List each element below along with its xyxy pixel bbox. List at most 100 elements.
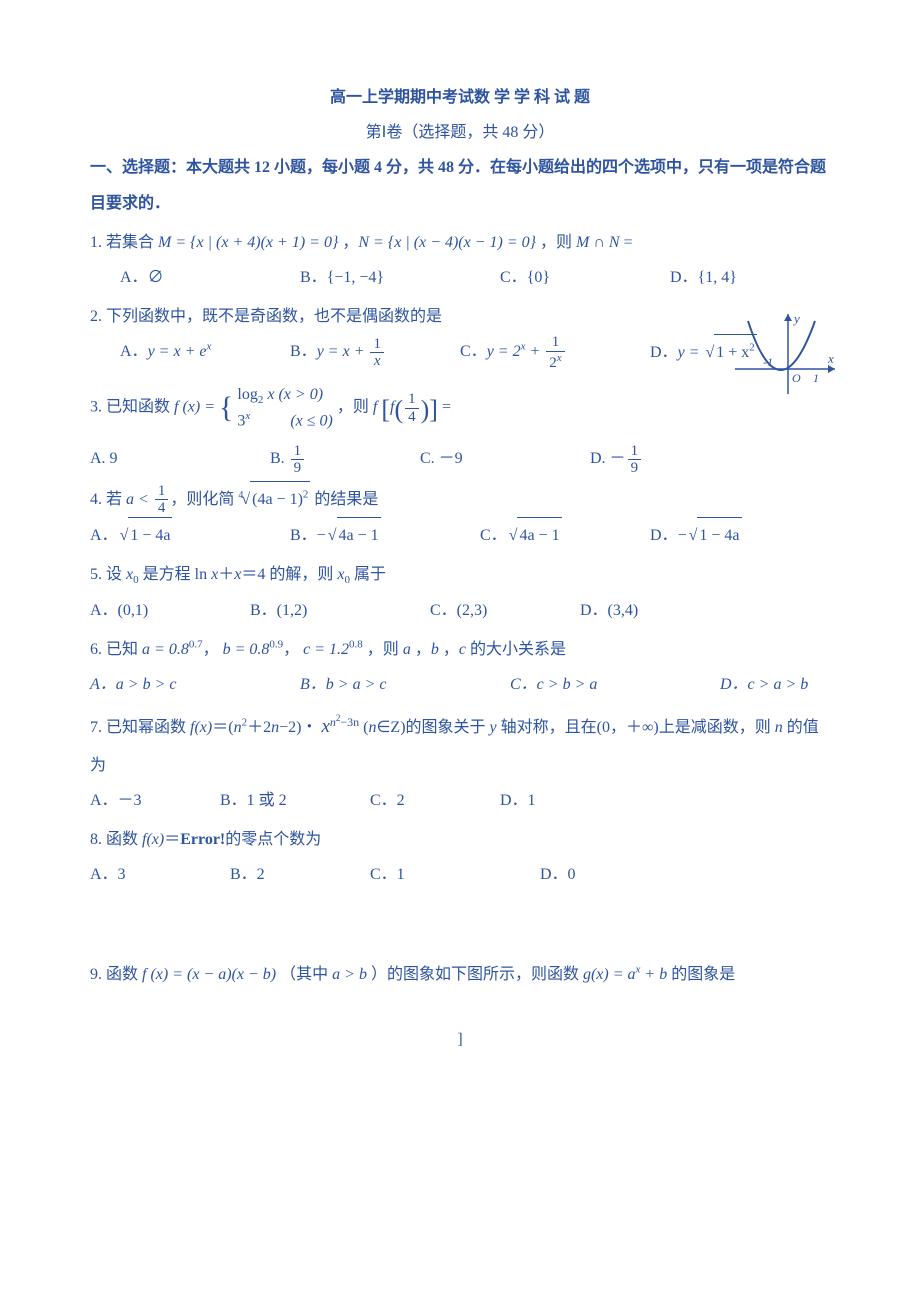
q1-b-val: {−1, −4} — [327, 269, 384, 286]
q6-ae: a = 0.8 — [142, 641, 189, 658]
q7-x: x — [321, 716, 329, 737]
q1-stem-b: ， — [338, 234, 358, 251]
q8-opt-c: C．1 — [370, 857, 540, 892]
q2-b-v: y = x + — [317, 343, 369, 360]
q4-frac: 14 — [155, 483, 169, 517]
page-footer: ] — [90, 1022, 830, 1057]
question-5: 5. 设 x0 是方程 ln x＋x＝4 的解，则 x0 属于 — [90, 557, 830, 592]
page-title: 高一上学期期中考试数 学 学 科 试 题 — [90, 80, 830, 115]
q6-bes: 0.9 — [269, 638, 283, 650]
q1-mn: M ∩ N — [576, 234, 620, 251]
q9-gx: g(x) = a — [583, 966, 636, 983]
q5-opt-d: D．(3,4) — [580, 593, 638, 628]
q9-fx: f (x) = (x − a)(x − b) — [142, 966, 276, 983]
q4-c-label: C． — [480, 527, 507, 544]
q1-set-m: M = {x | (x + 4)(x + 1) = 0} — [158, 234, 338, 251]
section-instructions: 一、选择题：本大题共 12 小题，每小题 4 分，共 48 分．在每小题给出的四… — [90, 150, 830, 220]
question-9: 9. 函数 f (x) = (x − a)(x − b) （其中 a > b ）… — [90, 957, 830, 992]
q3-fx: f (x) = — [174, 399, 219, 416]
question-2: 2. 下列函数中，既不是奇函数，也不是偶函数的是 — [90, 299, 830, 334]
q1-a-label: A． — [120, 269, 148, 286]
q1-stem-a: 1. 若集合 — [90, 234, 158, 251]
q7-y: y — [490, 719, 497, 736]
q5-e: 属于 — [350, 566, 386, 583]
q9-sc: ）的图象如下图所示，则函数 — [367, 966, 583, 983]
q5-opt-b: B．(1,2) — [250, 593, 430, 628]
q3-opt-c: C. －9 — [420, 441, 590, 476]
q1-options: A．∅ B．{−1, −4} C．{0} D．{1, 4} — [90, 260, 830, 295]
q5-b: 是方程 ln — [139, 566, 211, 583]
q3-opt-b: B. 19 — [270, 441, 420, 476]
question-4: 4. 若 a < 14，则化简 4(4a − 1)2 的结果是 — [90, 481, 830, 517]
graph-label-neg1: -1 — [763, 355, 773, 369]
q8-sa: 8. 函数 — [90, 831, 142, 848]
q1-opt-a: A．∅ — [120, 260, 300, 295]
q2-b-label: B． — [290, 343, 317, 360]
q1-b-label: B． — [300, 269, 327, 286]
q4-b-rad: 4a − 1 — [337, 517, 381, 553]
q6-opt-d: D．c > a > b — [720, 667, 808, 702]
q4-stem-c: 的结果是 — [314, 491, 378, 508]
q4-alt: a < — [126, 491, 153, 508]
q1-c-val: {0} — [527, 269, 550, 286]
q6-se: ， — [411, 641, 431, 658]
q3-stem-c: = — [442, 399, 451, 416]
q9-gxe: + b — [640, 966, 667, 983]
q5-options: A．(0,1) B．(1,2) C．(2,3) D．(3,4) — [90, 593, 830, 628]
q2-a-label: A． — [120, 343, 148, 360]
q4-d-neg: − — [678, 527, 687, 544]
q2-d-label: D． — [650, 344, 678, 361]
q8-opt-d: D．0 — [540, 857, 576, 892]
q5-opt-a: A．(0,1) — [90, 593, 250, 628]
q5-a: 5. 设 — [90, 566, 126, 583]
q4-d-rad: 1 − 4a — [697, 517, 741, 553]
q7-opt-c: C．2 — [370, 783, 500, 818]
q6-sa: 6. 已知 — [90, 641, 142, 658]
q1-a-val: ∅ — [148, 269, 164, 286]
q4-b-label: B． — [290, 527, 317, 544]
q9-sa: 9. 函数 — [90, 966, 142, 983]
q1-stem-c: ，则 — [536, 234, 576, 251]
q7-n3: n — [775, 719, 783, 736]
q3-r2c: (x ≤ 0) — [250, 412, 333, 429]
q6-opt-b: B．b > a > c — [300, 667, 510, 702]
q6-opt-a: A．a > b > c — [90, 667, 300, 702]
q4-rad: (4a − 1) — [252, 491, 303, 508]
graph-label-y: y — [792, 311, 800, 326]
q2-opt-c: C．y = 2x + 12x — [460, 334, 650, 371]
q3-stem-a: 3. 已知函数 — [90, 399, 174, 416]
q6-sd: ，则 — [363, 641, 403, 658]
q4-c-rad: 4a − 1 — [517, 517, 561, 553]
q6-ces: 0.8 — [349, 638, 363, 650]
graph-label-x: x — [827, 351, 834, 366]
q2-c-v1: y = 2 — [487, 343, 521, 360]
q8-sb: ＝ — [164, 831, 180, 848]
q6-sg: 的大小关系是 — [466, 641, 566, 658]
q1-d-val: {1, 4} — [698, 269, 737, 286]
q4-opt-b: B．−4a − 1 — [290, 517, 480, 553]
q2-b-frac: 1x — [370, 336, 384, 370]
q2-options: A．y = x + ex B．y = x + 1x C．y = 2x + 12x… — [90, 334, 830, 371]
question-3: 3. 已知函数 f (x) = { log2 x (x > 0) 3x (x ≤… — [90, 375, 830, 441]
question-7: 7. 已知幂函数 f(x)＝(n2＋2n−2)・ xn2−3n (n∈Z)的图象… — [90, 706, 830, 783]
q7-n: n — [271, 719, 279, 736]
page-subtitle: 第Ⅰ卷（选择题，共 48 分） — [90, 115, 830, 150]
q7-fx: f(x) — [190, 719, 212, 736]
q6-ce: c = 1.2 — [303, 641, 349, 658]
q8-fx: f(x) — [142, 831, 164, 848]
q4-opt-d: D．−1 − 4a — [650, 517, 742, 553]
q1-opt-b: B．{−1, −4} — [300, 260, 500, 295]
q1-stem-d: = — [620, 234, 633, 251]
q7-sa: 7. 已知幂函数 — [90, 719, 190, 736]
q4-stem-a: 4. 若 — [90, 491, 126, 508]
q7-sd: −2)・ — [279, 719, 321, 736]
q7-sc: ＋2 — [247, 719, 271, 736]
q4-options: A．1 − 4a B．−4a − 1 C．4a − 1 D．−1 − 4a — [90, 517, 830, 553]
q7-ec: −3n — [340, 715, 359, 729]
q7-sg: 轴对称，且在(0，＋∞)上是减函数，则 — [497, 719, 775, 736]
q1-opt-c: C．{0} — [500, 260, 670, 295]
q3-r1a: log — [237, 386, 257, 403]
q6-sc: ， — [283, 641, 299, 658]
q5-d: ＝4 的解，则 — [241, 566, 337, 583]
q7-sf: ∈Z)的图象关于 — [376, 719, 489, 736]
